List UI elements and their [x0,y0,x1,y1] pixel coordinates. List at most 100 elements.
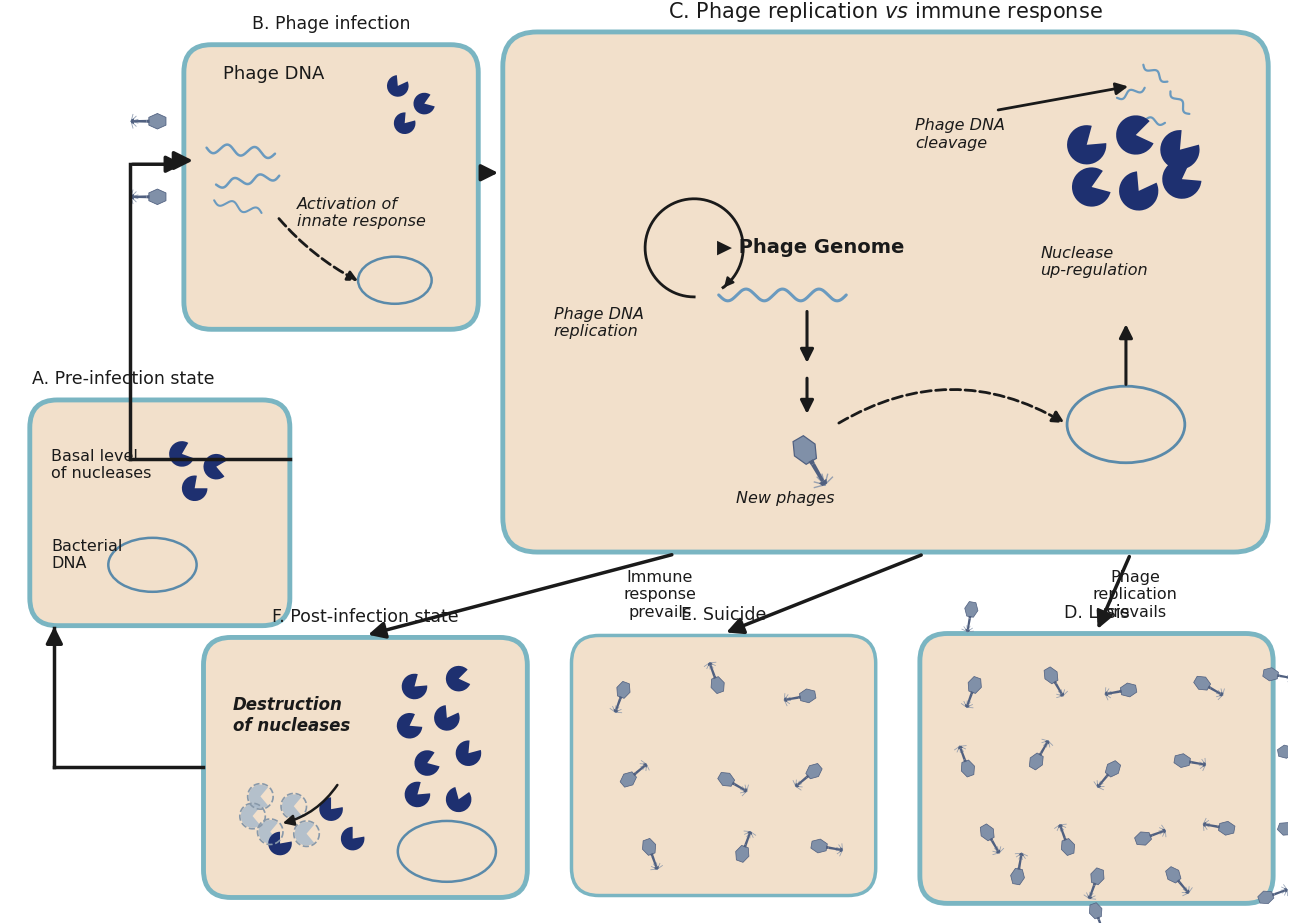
Polygon shape [131,194,134,199]
Polygon shape [1060,692,1065,697]
Polygon shape [1017,867,1020,869]
Polygon shape [620,772,637,787]
Polygon shape [633,773,637,776]
Wedge shape [204,454,227,479]
Wedge shape [434,705,460,731]
Text: Phage DNA
replication: Phage DNA replication [554,306,644,339]
Polygon shape [147,195,150,198]
Text: E. Suicide: E. Suicide [681,605,766,624]
Wedge shape [446,665,471,691]
Polygon shape [1040,743,1048,754]
Polygon shape [1274,890,1286,895]
Wedge shape [1119,172,1158,210]
Polygon shape [989,838,993,842]
Polygon shape [980,824,995,841]
Polygon shape [747,831,751,834]
Polygon shape [1091,868,1104,885]
Polygon shape [809,459,815,465]
Polygon shape [650,853,654,857]
Polygon shape [958,746,963,749]
Polygon shape [1060,827,1066,838]
Text: D. Lysis: D. Lysis [1063,604,1130,622]
Polygon shape [970,691,974,694]
Polygon shape [614,709,619,713]
Wedge shape [446,787,472,812]
Polygon shape [1202,822,1206,827]
Polygon shape [828,846,840,851]
Polygon shape [616,681,630,699]
Polygon shape [732,782,736,785]
Polygon shape [1184,890,1190,894]
Wedge shape [456,740,481,766]
Polygon shape [1210,687,1221,695]
Polygon shape [1295,748,1300,751]
Polygon shape [148,114,166,129]
Polygon shape [797,776,807,785]
Text: B. Phage infection: B. Phage infection [252,15,411,33]
Text: Destruction
of nucleases: Destruction of nucleases [233,696,350,735]
Polygon shape [718,773,734,786]
Text: C. Phage replication $\it{vs}$ immune response: C. Phage replication $\it{vs}$ immune re… [668,0,1102,24]
Polygon shape [1106,773,1110,777]
Polygon shape [806,763,822,779]
Polygon shape [1208,686,1212,689]
Polygon shape [734,783,745,791]
Text: ▶ Phage Genome: ▶ Phage Genome [716,238,904,258]
Polygon shape [1054,683,1062,694]
Polygon shape [1192,761,1204,765]
Wedge shape [282,795,302,818]
Polygon shape [1219,691,1223,696]
Text: Phage DNA
cleavage: Phage DNA cleavage [915,118,1005,150]
Polygon shape [1045,740,1049,744]
Polygon shape [800,689,816,702]
Polygon shape [651,856,658,867]
Text: A. Pre-infection state: A. Pre-infection state [31,370,214,389]
Polygon shape [963,759,967,762]
Polygon shape [134,196,147,198]
Polygon shape [784,697,788,702]
Wedge shape [402,674,428,700]
Polygon shape [1284,888,1287,893]
Text: Basal level
of nucleases: Basal level of nucleases [52,449,152,482]
Polygon shape [147,119,150,123]
Polygon shape [1174,754,1191,768]
Polygon shape [654,866,659,869]
Polygon shape [1030,753,1043,770]
Polygon shape [1217,825,1219,829]
Polygon shape [1179,881,1188,892]
Wedge shape [394,113,416,134]
Polygon shape [710,665,715,677]
Polygon shape [1105,691,1108,696]
Polygon shape [1089,885,1096,896]
Wedge shape [415,750,439,776]
Wedge shape [240,804,260,828]
Polygon shape [1258,891,1274,904]
Polygon shape [793,436,816,464]
Polygon shape [1044,667,1058,684]
Polygon shape [1063,837,1067,841]
Polygon shape [634,765,645,774]
Ellipse shape [358,257,432,304]
Wedge shape [387,75,408,97]
Polygon shape [1279,675,1291,678]
Polygon shape [1176,880,1180,883]
Polygon shape [798,696,801,699]
Wedge shape [182,475,208,501]
FancyBboxPatch shape [204,638,528,897]
Wedge shape [413,93,434,114]
Polygon shape [1019,853,1023,857]
FancyBboxPatch shape [572,635,876,895]
Polygon shape [1061,838,1075,856]
Polygon shape [1190,761,1192,763]
Polygon shape [1088,895,1092,899]
Wedge shape [169,441,194,467]
Text: Phage
replication
prevails: Phage replication prevails [1093,569,1178,619]
Polygon shape [1277,674,1280,677]
Polygon shape [615,699,621,710]
Polygon shape [1097,919,1104,923]
Text: F. Post-infection state: F. Post-infection state [272,607,459,626]
Polygon shape [744,845,746,847]
Polygon shape [1135,832,1152,845]
Polygon shape [968,616,971,618]
Polygon shape [1292,749,1295,752]
